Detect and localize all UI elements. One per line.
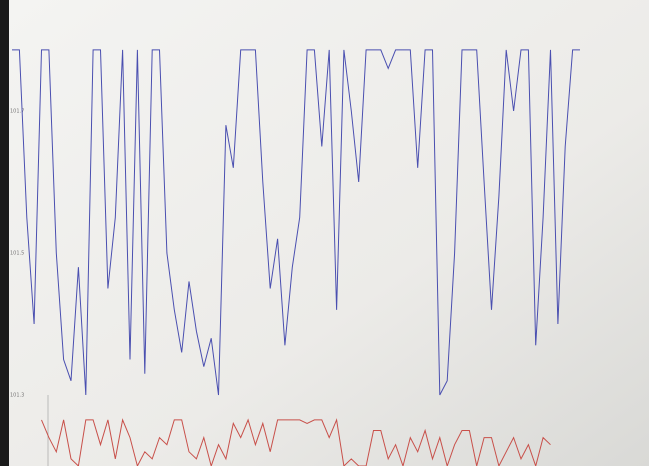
y-tick-label: 101.5	[10, 251, 24, 257]
y-tick-label: 101.3	[10, 393, 24, 399]
y-tick-label: 101.7	[10, 109, 24, 115]
series-line	[41, 418, 551, 466]
series-line	[12, 49, 580, 396]
bezel	[0, 0, 9, 466]
